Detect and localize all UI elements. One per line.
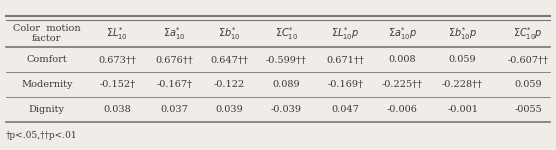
Text: $\Sigma C^{*}_{10}p$: $\Sigma C^{*}_{10}p$ — [513, 25, 543, 42]
Text: -0.006: -0.006 — [387, 105, 418, 114]
Text: 0.039: 0.039 — [216, 105, 243, 114]
Text: -0055: -0055 — [514, 105, 542, 114]
Text: Modernity: Modernity — [21, 80, 72, 89]
Text: 0.037: 0.037 — [160, 105, 188, 114]
Text: 0.673††: 0.673†† — [98, 56, 136, 64]
Text: -0.122: -0.122 — [214, 80, 245, 89]
Text: 0.647††: 0.647†† — [210, 56, 249, 64]
Text: Dignity: Dignity — [29, 105, 64, 114]
Text: $\Sigma a^{*}_{10}$: $\Sigma a^{*}_{10}$ — [163, 25, 186, 42]
Text: 0.059: 0.059 — [449, 56, 476, 64]
Text: -0.167†: -0.167† — [156, 80, 192, 89]
Text: 0.676††: 0.676†† — [156, 56, 193, 64]
Text: -0.001: -0.001 — [447, 105, 478, 114]
Text: 0.059: 0.059 — [514, 80, 542, 89]
Text: -0.039: -0.039 — [271, 105, 302, 114]
Text: $\Sigma L^{*}_{10}p$: $\Sigma L^{*}_{10}p$ — [331, 25, 359, 42]
Text: †p<.05,††p<.01: †p<.05,††p<.01 — [6, 130, 77, 140]
Text: Color  motion
factor: Color motion factor — [13, 24, 81, 44]
Text: -0.152†: -0.152† — [100, 80, 135, 89]
Text: Comfort: Comfort — [26, 56, 67, 64]
Text: $\Sigma C^{*}_{10}$: $\Sigma C^{*}_{10}$ — [275, 25, 298, 42]
Text: -0.599††: -0.599†† — [266, 56, 307, 64]
Text: 0.089: 0.089 — [272, 80, 300, 89]
Text: 0.008: 0.008 — [389, 56, 416, 64]
Text: -0.607††: -0.607†† — [508, 56, 549, 64]
Text: 0.671††: 0.671†† — [326, 56, 364, 64]
Text: $\Sigma b^{*}_{10}p$: $\Sigma b^{*}_{10}p$ — [448, 25, 477, 42]
Text: -0.225††: -0.225†† — [382, 80, 423, 89]
Text: 0.047: 0.047 — [331, 105, 359, 114]
Text: -0.228††: -0.228†† — [442, 80, 483, 89]
Text: 0.038: 0.038 — [103, 105, 131, 114]
Text: $\Sigma a^{*}_{10}p$: $\Sigma a^{*}_{10}p$ — [388, 25, 416, 42]
Text: $\Sigma b^{*}_{10}$: $\Sigma b^{*}_{10}$ — [218, 25, 241, 42]
Text: $\Sigma L^{*}_{10}$: $\Sigma L^{*}_{10}$ — [106, 25, 128, 42]
Text: -0.169†: -0.169† — [327, 80, 363, 89]
